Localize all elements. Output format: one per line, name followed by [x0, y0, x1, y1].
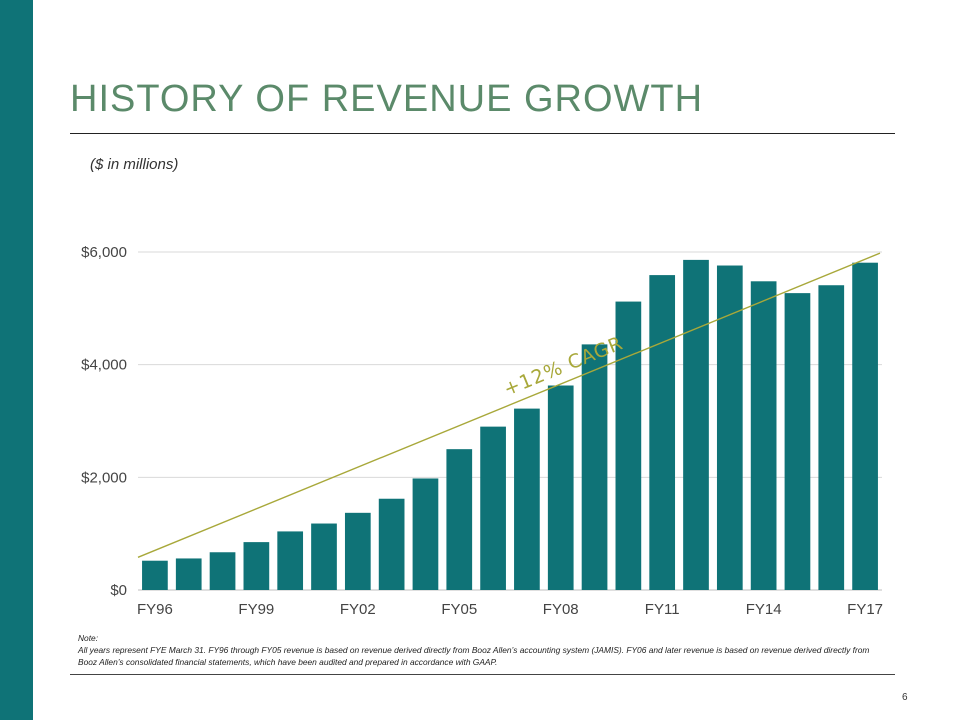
x-tick-label: FY14: [746, 601, 782, 618]
revenue-bar: [175, 558, 202, 590]
y-tick-label: $2,000: [81, 469, 127, 486]
x-tick-label: FY99: [238, 601, 274, 618]
revenue-bar: [581, 344, 608, 590]
title-divider: [70, 133, 895, 134]
bar-layer: [142, 259, 878, 590]
revenue-bar: [818, 285, 845, 590]
revenue-bar: [649, 275, 676, 590]
revenue-bar: [311, 523, 337, 590]
units-subtitle: ($ in millions): [90, 156, 179, 173]
x-tick-label: FY96: [137, 601, 173, 618]
revenue-bar: [852, 262, 878, 590]
footnote-divider: [70, 674, 895, 675]
page-number: 6: [902, 692, 908, 703]
revenue-bar: [209, 552, 236, 590]
revenue-bar: [514, 408, 540, 590]
x-tick-label: FY17: [847, 601, 883, 618]
revenue-bar: [784, 293, 811, 590]
revenue-bar: [142, 560, 168, 590]
slide-title: HISTORY OF REVENUE GROWTH: [70, 78, 704, 120]
sidebar-accent-bar: [0, 0, 33, 720]
x-tick-label: FY11: [645, 601, 680, 618]
revenue-bar: [615, 301, 642, 590]
revenue-bar: [480, 426, 506, 590]
y-tick-label: $0: [110, 582, 127, 599]
revenue-bar: [716, 265, 743, 590]
revenue-bar: [446, 449, 473, 590]
note-text: All years represent FYE March 31. FY96 t…: [78, 645, 870, 667]
revenue-bar: [547, 385, 574, 590]
x-tick-label: FY08: [543, 601, 579, 618]
axis-layer: $0 $2,000 $4,000 $6,000 FY96 FY99 FY02 FY05 FY08…: [81, 244, 883, 618]
cagr-trend-line: [137, 252, 881, 558]
revenue-bar: [378, 498, 405, 590]
x-tick-label: FY05: [441, 601, 477, 618]
revenue-bar: [750, 281, 777, 590]
footnote: Note: All years represent FYE March 31. …: [78, 632, 888, 668]
revenue-bar: [243, 542, 270, 590]
revenue-bar: [277, 531, 304, 590]
revenue-bar: [412, 478, 439, 590]
y-tick-label: $4,000: [81, 357, 127, 374]
revenue-bar: [683, 259, 709, 590]
y-tick-label: $6,000: [81, 244, 127, 261]
note-label: Note:: [78, 633, 99, 643]
x-tick-label: FY02: [340, 601, 376, 618]
revenue-bar: [344, 512, 371, 590]
